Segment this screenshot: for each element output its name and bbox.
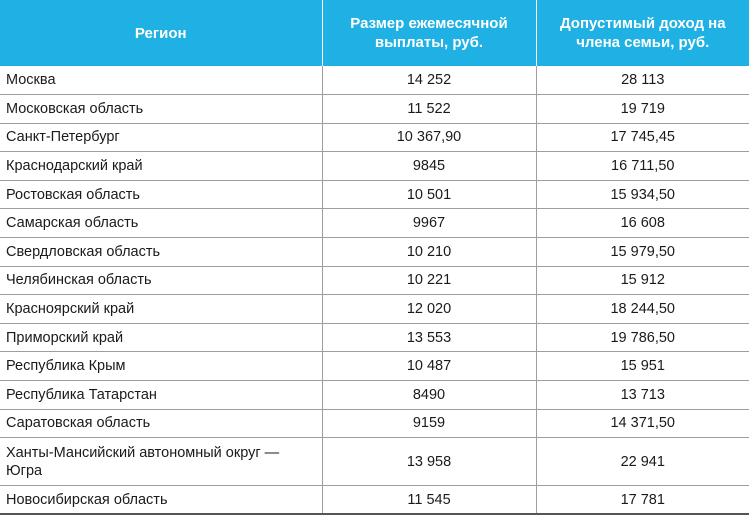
table-row: Ханты-Мансийский автономный округ — Югра…	[0, 437, 749, 487]
table-row: Московская область 11 522 19 719	[0, 94, 749, 124]
header-allowed-income: Допустимый доход на члена семьи, руб.	[535, 0, 749, 66]
region-cell: Самарская область	[0, 208, 322, 239]
header-monthly-payment: Размер ежемесячной выплаты, руб.	[321, 0, 536, 66]
table-row: Республика Крым 10 487 15 951	[0, 351, 749, 382]
region-cell: Московская область	[0, 94, 322, 124]
table-row: Новосибирская область 11 545 17 781	[0, 485, 749, 515]
table-row: Приморский край 13 553 19 786,50	[0, 323, 749, 353]
table-row: Санкт-Петербург 10 367,90 17 745,45	[0, 123, 749, 153]
table-body: Москва 14 252 28 113 Московская область …	[0, 66, 749, 515]
header-region: Регион	[0, 0, 322, 66]
payment-cell: 8490	[321, 380, 536, 410]
payment-cell: 14 252	[321, 66, 536, 96]
region-cell: Красноярский край	[0, 294, 322, 324]
payment-cell: 10 367,90	[321, 123, 536, 153]
income-cell: 13 713	[535, 380, 749, 410]
table-row: Ростовская область 10 501 15 934,50	[0, 180, 749, 210]
payment-cell: 10 221	[321, 266, 536, 296]
income-cell: 15 912	[535, 266, 749, 296]
table-header: Регион Размер ежемесячной выплаты, руб. …	[0, 0, 749, 66]
table-row: Челябинская область 10 221 15 912	[0, 266, 749, 296]
payment-cell: 11 545	[321, 485, 536, 515]
income-cell: 17 781	[535, 485, 749, 515]
table-row: Москва 14 252 28 113	[0, 66, 749, 96]
table-row: Красноярский край 12 020 18 244,50	[0, 294, 749, 324]
income-cell: 19 719	[535, 94, 749, 124]
income-cell: 16 608	[535, 208, 749, 239]
payment-cell: 11 522	[321, 94, 536, 124]
income-cell: 17 745,45	[535, 123, 749, 153]
region-cell: Краснодарский край	[0, 151, 322, 181]
table-row: Краснодарский край 9845 16 711,50	[0, 151, 749, 181]
payment-cell: 13 958	[321, 437, 536, 487]
payment-cell: 10 501	[321, 180, 536, 210]
payment-cell: 10 210	[321, 237, 536, 267]
payment-cell: 9967	[321, 208, 536, 239]
region-cell: Свердловская область	[0, 237, 322, 267]
payment-cell: 9845	[321, 151, 536, 181]
region-cell: Республика Татарстан	[0, 380, 322, 410]
income-cell: 15 951	[535, 351, 749, 382]
region-cell: Ханты-Мансийский автономный округ — Югра	[0, 437, 322, 487]
region-cell: Саратовская область	[0, 409, 322, 439]
region-cell: Республика Крым	[0, 351, 322, 382]
income-cell: 16 711,50	[535, 151, 749, 181]
payment-cell: 10 487	[321, 351, 536, 382]
header-row: Регион Размер ежемесячной выплаты, руб. …	[0, 0, 749, 66]
table-row: Свердловская область 10 210 15 979,50	[0, 237, 749, 267]
region-cell: Челябинская область	[0, 266, 322, 296]
table-row: Республика Татарстан 8490 13 713	[0, 380, 749, 410]
income-cell: 19 786,50	[535, 323, 749, 353]
income-cell: 18 244,50	[535, 294, 749, 324]
region-cell: Ростовская область	[0, 180, 322, 210]
payment-cell: 12 020	[321, 294, 536, 324]
payment-cell: 13 553	[321, 323, 536, 353]
payment-cell: 9159	[321, 409, 536, 439]
income-cell: 15 979,50	[535, 237, 749, 267]
region-cell: Санкт-Петербург	[0, 123, 322, 153]
region-cell: Новосибирская область	[0, 485, 322, 515]
income-cell: 14 371,50	[535, 409, 749, 439]
table-row: Самарская область 9967 16 608	[0, 208, 749, 239]
income-cell: 28 113	[535, 66, 749, 96]
income-cell: 22 941	[535, 437, 749, 487]
region-cell: Приморский край	[0, 323, 322, 353]
table-row: Саратовская область 9159 14 371,50	[0, 409, 749, 439]
region-cell: Москва	[0, 66, 322, 96]
income-cell: 15 934,50	[535, 180, 749, 210]
